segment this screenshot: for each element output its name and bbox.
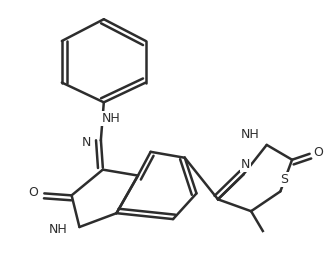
Text: O: O — [314, 146, 323, 159]
Text: N: N — [241, 158, 250, 171]
Text: NH: NH — [101, 112, 120, 125]
Text: NH: NH — [241, 128, 260, 141]
Text: NH: NH — [49, 222, 68, 236]
Text: N: N — [82, 136, 91, 149]
Text: S: S — [280, 174, 288, 186]
Text: O: O — [29, 186, 38, 199]
